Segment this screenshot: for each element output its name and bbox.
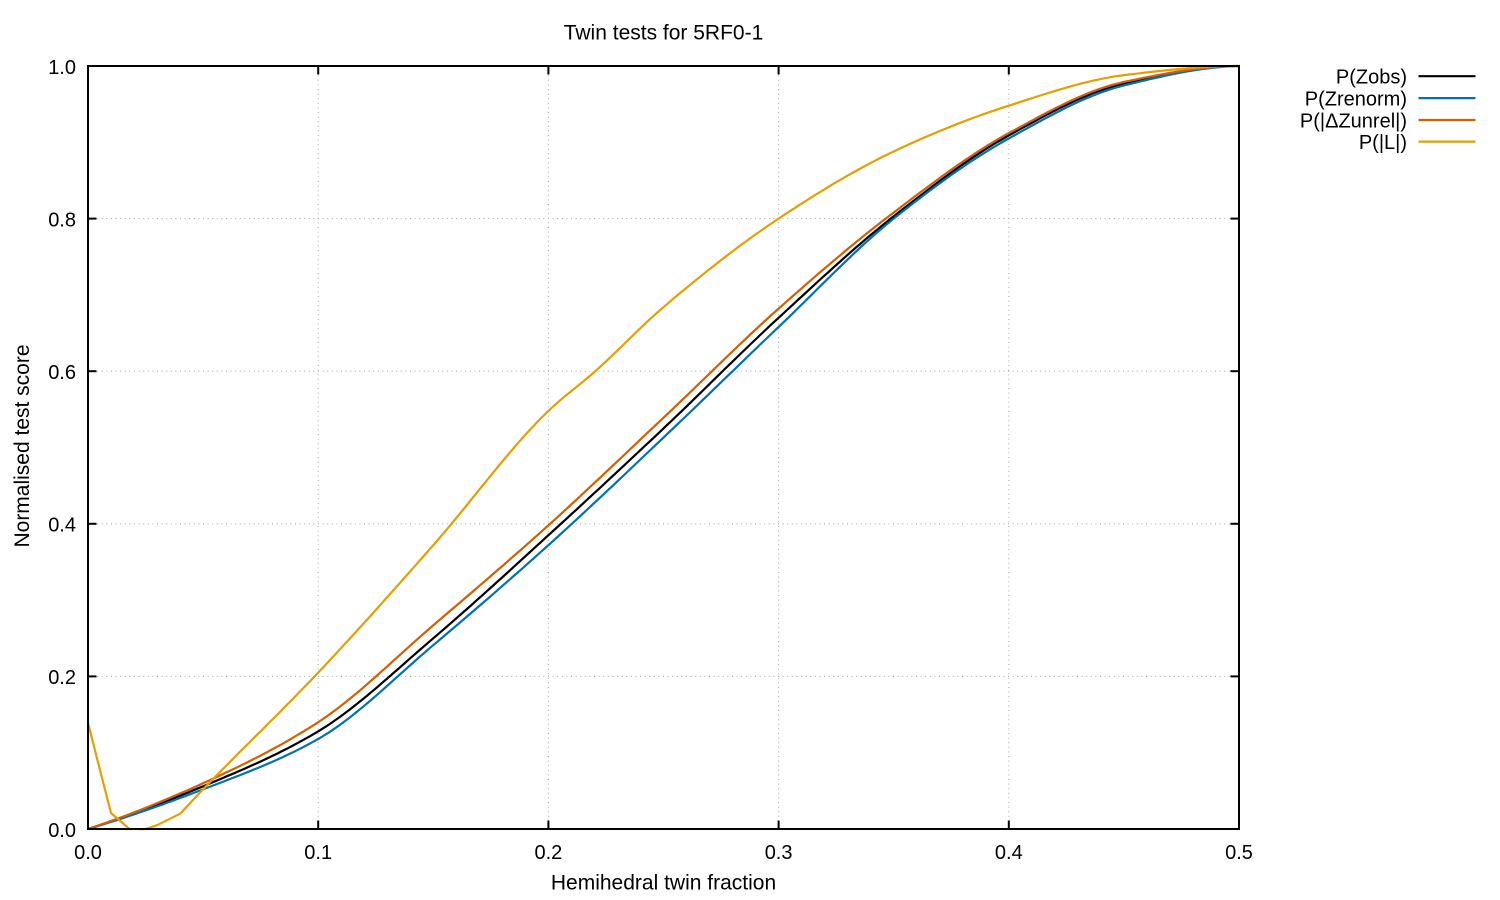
svg-text:0.2: 0.2 xyxy=(534,842,562,864)
svg-text:0.2: 0.2 xyxy=(48,667,76,689)
svg-text:0.4: 0.4 xyxy=(48,515,76,537)
svg-text:P(Zrenorm): P(Zrenorm) xyxy=(1305,88,1407,110)
svg-text:0.0: 0.0 xyxy=(48,820,76,842)
svg-text:0.1: 0.1 xyxy=(304,842,332,864)
svg-text:P(|L|): P(|L|) xyxy=(1359,132,1407,154)
svg-text:1.0: 1.0 xyxy=(48,57,76,79)
svg-text:0.0: 0.0 xyxy=(74,842,102,864)
svg-text:Normalised test score: Normalised test score xyxy=(11,344,34,547)
svg-text:Hemihedral twin fraction: Hemihedral twin fraction xyxy=(551,872,776,895)
svg-text:0.3: 0.3 xyxy=(765,842,793,864)
svg-text:0.6: 0.6 xyxy=(48,362,76,384)
svg-text:0.8: 0.8 xyxy=(48,209,76,231)
svg-text:P(Zobs): P(Zobs) xyxy=(1336,67,1407,89)
svg-text:Twin tests for 5RF0-1: Twin tests for 5RF0-1 xyxy=(564,22,764,45)
svg-text:0.5: 0.5 xyxy=(1225,842,1253,864)
svg-text:P(|ΔZunrel|): P(|ΔZunrel|) xyxy=(1300,110,1407,132)
svg-text:0.4: 0.4 xyxy=(995,842,1023,864)
